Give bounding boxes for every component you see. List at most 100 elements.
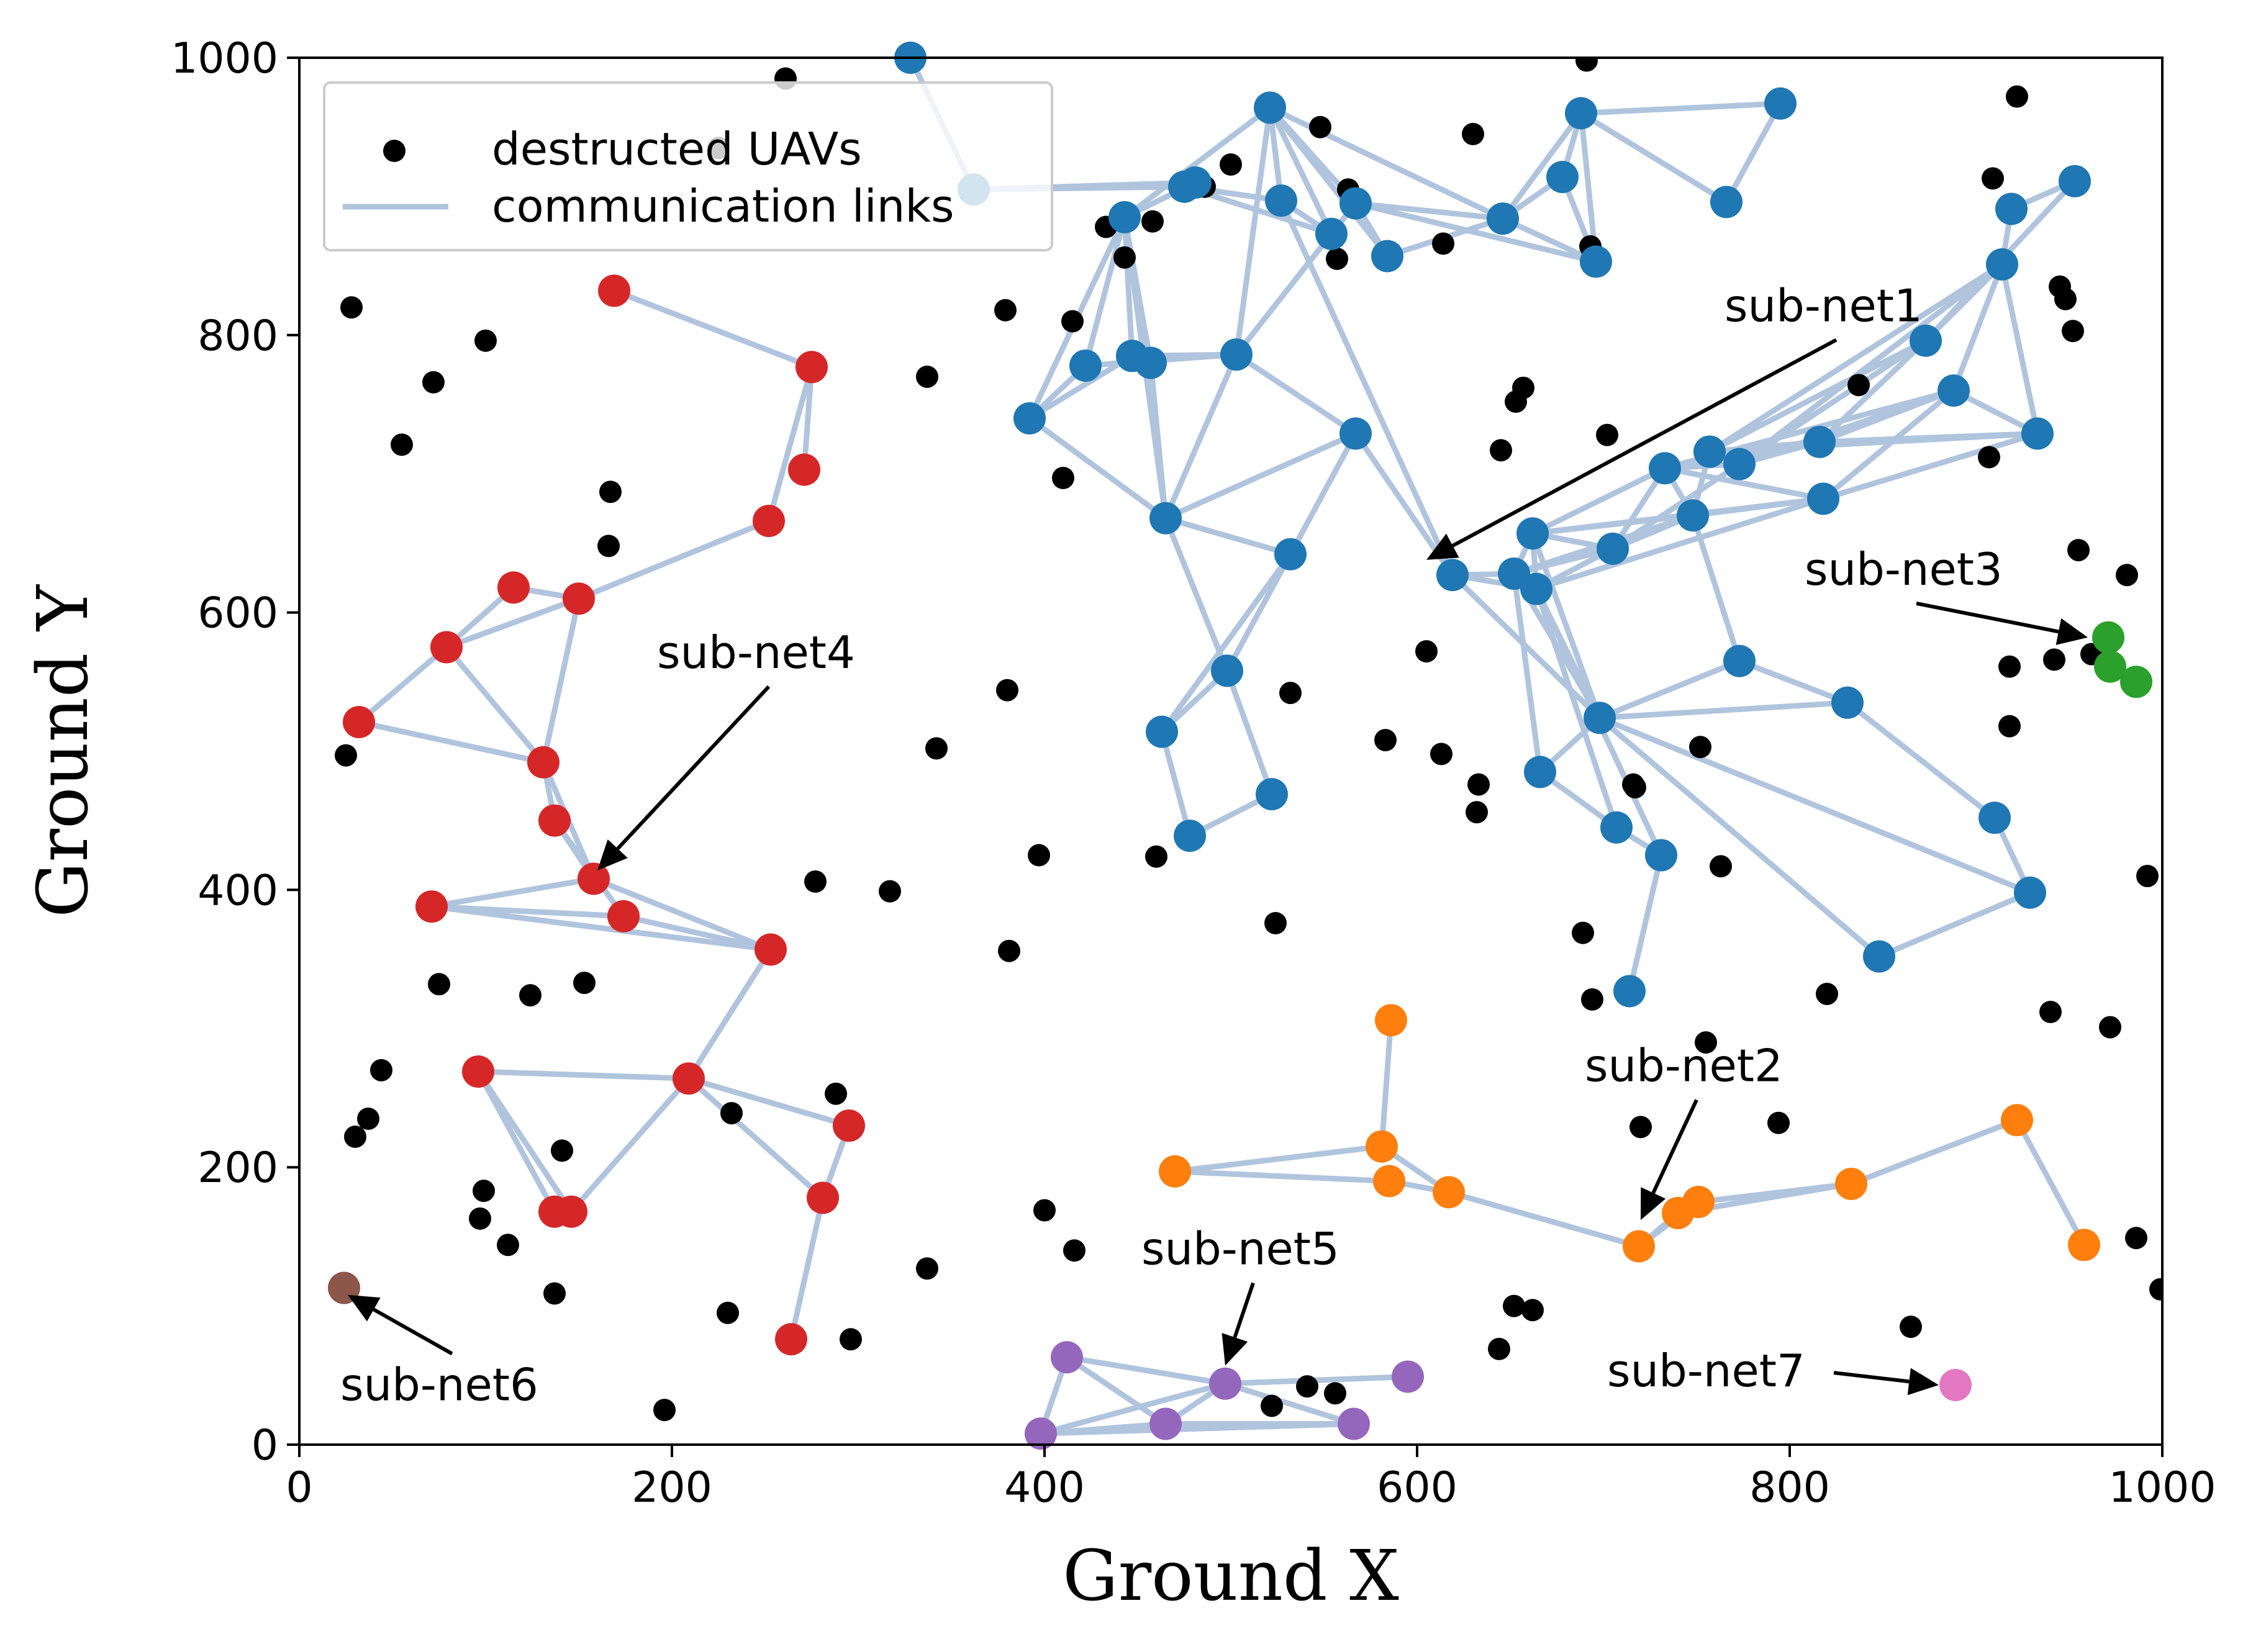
destructed-uav-point	[825, 1082, 847, 1105]
destructed-uav-point	[1374, 729, 1397, 752]
communication-link	[1816, 338, 1929, 445]
annotation-label: sub-net5	[1141, 1223, 1339, 1275]
destructed-uav-point	[1462, 122, 1484, 145]
destructed-uav-point	[653, 1399, 676, 1422]
annotation-arrow-head	[1426, 533, 1459, 560]
annotation-label: sub-net6	[340, 1359, 538, 1411]
communication-link	[1578, 101, 1783, 116]
destructed-uav-point	[1998, 655, 2021, 678]
destructed-uav-point	[1141, 210, 1164, 233]
destructed-uav-point	[717, 1301, 739, 1324]
destructed-uav-point	[1033, 1199, 1056, 1222]
communication-link	[1446, 1189, 1642, 1250]
x-tick-label: 200	[632, 1463, 712, 1512]
sub-net4-node	[527, 746, 560, 779]
sub-net1-node	[1565, 97, 1597, 130]
destructed-uav-point	[1490, 439, 1512, 462]
y-tick-label: 600	[197, 589, 278, 638]
annotation-arrow-head	[1641, 1187, 1666, 1221]
sub-net1-node	[1339, 417, 1372, 450]
destructed-uav-point	[340, 296, 363, 319]
sub-net4-node	[775, 1323, 807, 1356]
destructed-uav-point	[1296, 1375, 1318, 1398]
destructed-uav-point	[1261, 1394, 1283, 1417]
annotation-arrow-shaft	[1233, 1282, 1255, 1338]
communication-link	[1951, 261, 2005, 394]
legend-marker-destructed	[383, 140, 406, 162]
annotation-arrow-head	[1907, 1368, 1939, 1396]
annotation-label: sub-net3	[1805, 543, 2003, 595]
sub-net2-node	[1159, 1155, 1191, 1188]
destructed-uav-point	[1581, 988, 1603, 1011]
communication-link	[1820, 387, 1957, 502]
sub-net1-node	[1613, 975, 1646, 1008]
annotation-arrow-head	[597, 839, 628, 871]
destructed-uav-point	[2043, 648, 2065, 671]
communication-link	[1163, 515, 1230, 674]
sub-net4-node	[538, 804, 571, 837]
destructed-uav-point	[2116, 564, 2138, 587]
sub-net5-node	[1025, 1417, 1057, 1450]
annotations-layer: sub-net1 sub-net2 sub-net3 sub-net4 sub-net5…	[340, 279, 2088, 1411]
annotation-label: sub-net4	[657, 626, 855, 679]
destructed-uav-point	[473, 1180, 495, 1203]
annotation-arrow-shaft	[1916, 601, 2059, 634]
x-tick-label: 0	[286, 1463, 312, 1512]
destructed-uav-point	[391, 433, 413, 456]
communication-link	[1148, 359, 1169, 521]
sub-net1-node	[1256, 778, 1288, 811]
communication-link	[1027, 353, 1135, 422]
sub-net1-node	[1013, 402, 1046, 435]
sub-net1-node	[1546, 161, 1579, 194]
sub-net1-node	[1710, 186, 1743, 219]
sub-net1-node	[2014, 876, 2046, 909]
sub-net4-node	[598, 274, 630, 307]
annotation-arrow-head	[1221, 1333, 1248, 1366]
sub-net2-node	[1366, 1130, 1398, 1163]
sub-net1-node	[1807, 482, 1839, 515]
destructed-uav-point	[1467, 773, 1490, 796]
sub-net2-node	[1375, 1004, 1407, 1037]
sub-net4-node	[555, 1195, 587, 1228]
sub-net1-node	[1371, 240, 1403, 273]
destructed-uav-point	[335, 744, 357, 767]
sub-net1-node	[1069, 349, 1102, 382]
communication-link	[1267, 104, 1390, 259]
communication-link	[1353, 201, 1599, 264]
destructed-uav-point	[2039, 1000, 2062, 1023]
communication-link	[1267, 104, 1506, 222]
destructed-uav-point	[1710, 855, 1732, 878]
communication-link	[1163, 430, 1359, 521]
communication-link	[611, 287, 815, 370]
communication-link	[620, 913, 774, 952]
sub-net1-node	[1995, 192, 2028, 225]
destructed-uav-point	[1309, 115, 1331, 138]
communication-link	[1876, 890, 2033, 960]
destructed-uav-point	[599, 481, 622, 503]
sub-net1-node	[1580, 245, 1612, 278]
sub-net4-node	[578, 862, 610, 895]
communication-link	[1844, 700, 1998, 821]
communication-link	[428, 903, 774, 952]
sub-net4-node	[673, 1062, 705, 1095]
communication-link	[1597, 658, 1743, 721]
communication-link	[1353, 201, 1506, 222]
communication-link	[1578, 110, 1729, 205]
communication-link	[1706, 261, 2005, 454]
sub-net4-node	[415, 890, 448, 923]
x-tick-label: 600	[1377, 1463, 1457, 1512]
annotation-arrow-shaft	[1833, 1371, 1910, 1384]
communication-link	[1379, 1017, 1394, 1150]
communication-link	[428, 876, 597, 910]
y-tick-label: 0	[252, 1421, 278, 1470]
destructed-uav-point	[1982, 167, 2004, 190]
communication-link	[1064, 1354, 1169, 1427]
communication-link	[356, 719, 546, 765]
communication-link	[1500, 215, 1599, 264]
sub-net4-node	[807, 1181, 839, 1214]
sub-net4-node	[753, 505, 785, 538]
communication-link	[1820, 430, 2041, 502]
destructed-uav-point	[1596, 423, 1618, 446]
